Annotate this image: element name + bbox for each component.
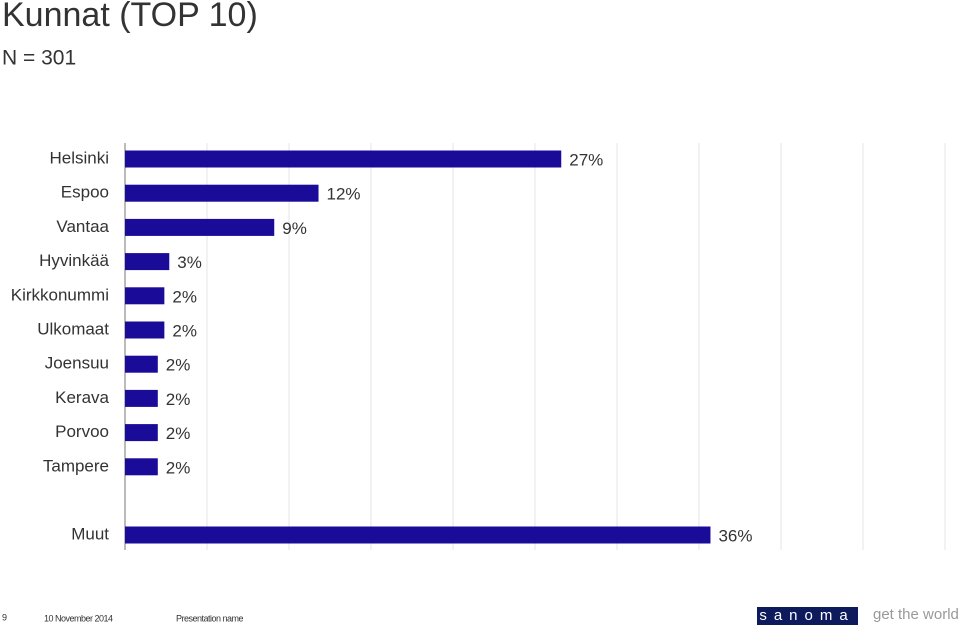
category-label: Muut — [71, 524, 109, 543]
logo: sanoma — [759, 607, 854, 624]
value-label: 2% — [166, 390, 191, 409]
page-number: 9 — [2, 612, 7, 622]
bar — [125, 253, 170, 271]
value-label: 9% — [282, 219, 307, 238]
value-label: 2% — [166, 356, 191, 375]
value-label: 12% — [327, 185, 361, 204]
category-label: Kerava — [55, 388, 109, 407]
category-label: Porvoo — [55, 422, 109, 441]
category-label: Joensuu — [45, 354, 109, 373]
category-label: Kirkkonummi — [11, 285, 109, 304]
category-label: Vantaa — [56, 217, 109, 236]
footer-presentation: Presentation name — [176, 613, 244, 623]
value-label: 2% — [166, 458, 191, 477]
bar — [125, 287, 165, 305]
value-label: 2% — [166, 424, 191, 443]
value-label: 36% — [718, 526, 752, 545]
value-label: 2% — [172, 287, 197, 306]
tagline: get the world — [873, 606, 959, 623]
value-label: 3% — [177, 253, 202, 272]
bar — [125, 321, 165, 339]
logo-box — [757, 607, 858, 625]
bar — [125, 184, 319, 202]
category-label: Tampere — [43, 456, 109, 475]
category-label: Helsinki — [49, 148, 109, 167]
category-label: Ulkomaat — [37, 319, 109, 338]
chart-title: Kunnat (TOP 10) — [2, 0, 258, 34]
chart-subtitle: N = 301 — [2, 47, 76, 70]
value-label: 27% — [569, 150, 603, 169]
bar — [125, 389, 158, 407]
bar — [125, 526, 711, 544]
category-label: Espoo — [61, 183, 109, 202]
category-label: Hyvinkää — [39, 251, 109, 270]
plot: Helsinki 27% Espoo 12% Vantaa 9% Hyvinkää 3% Kir… — [11, 143, 946, 550]
footer-date: 10 November 2014 — [44, 613, 113, 623]
bar — [125, 458, 158, 476]
bar — [125, 355, 158, 373]
bar — [125, 218, 275, 236]
value-label: 2% — [172, 321, 197, 340]
bar — [125, 424, 158, 442]
bar — [125, 150, 562, 168]
